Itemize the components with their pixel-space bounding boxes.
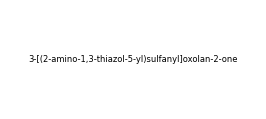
Text: 3-[(2-amino-1,3-thiazol-5-yl)sulfanyl]oxolan-2-one: 3-[(2-amino-1,3-thiazol-5-yl)sulfanyl]ox… (28, 55, 238, 64)
